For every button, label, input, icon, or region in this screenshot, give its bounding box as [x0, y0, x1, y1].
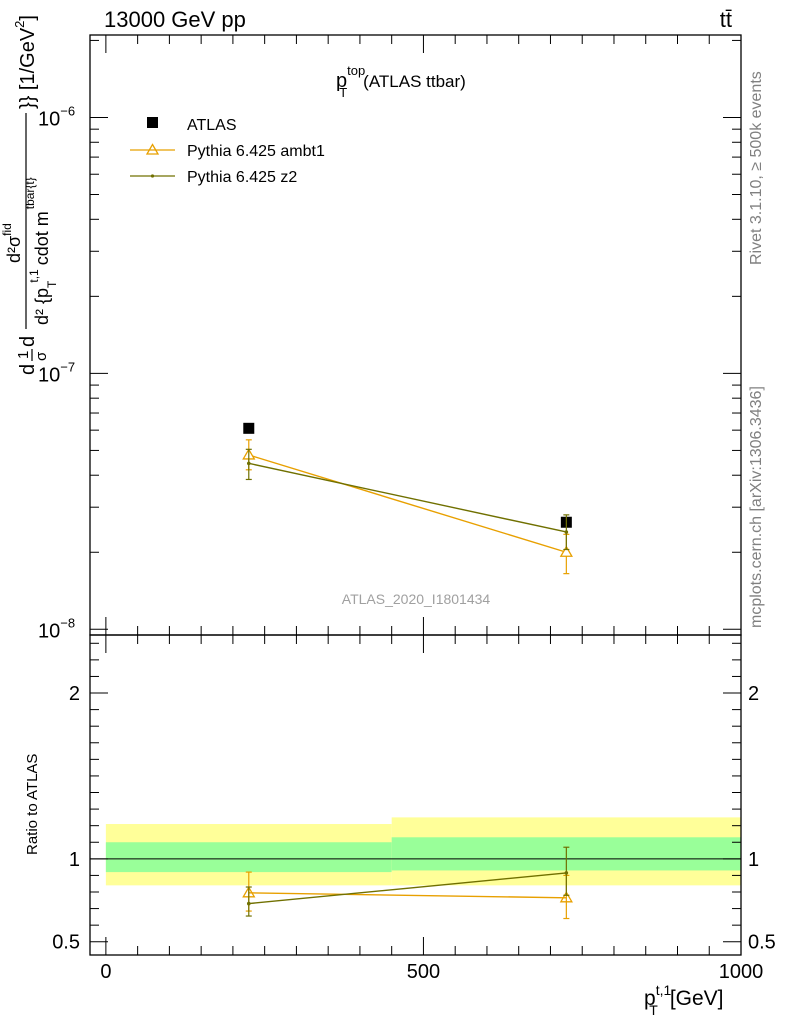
header-process-label: tt̄ — [720, 7, 732, 32]
ratio-series-line — [248, 872, 567, 905]
x-axis-label-sup: t,1 — [656, 982, 672, 998]
ratio-uncertainty-bands — [90, 817, 741, 886]
main-y-tick-label-exp: −8 — [60, 615, 75, 630]
ylabel-tail-main: }} [1/GeV — [17, 27, 39, 109]
ratio-y-tick-label-right: 1 — [748, 849, 759, 871]
main-y-tick-label-base: 10 — [38, 364, 60, 386]
ylabel-frac2-num-main: d²σ — [4, 236, 24, 263]
ylabel-frac2-den-main: d² {p — [32, 288, 52, 325]
x-tick-label: 0 — [100, 961, 111, 983]
x-axis-label-sub: T — [649, 1002, 658, 1018]
data-point-pythia-6425-ambt1 — [559, 545, 573, 557]
ratio-axis-ticks: 0.5 0.5 1 1 2 2 0 500 1000 — [52, 635, 776, 983]
x-tick-label: 1000 — [719, 961, 764, 983]
main-y-tick-label: 10−8 — [38, 615, 75, 642]
ylabel-tail: }} [1/GeV2] — [12, 15, 39, 109]
ylabel-d: d — [17, 364, 39, 375]
ylabel-d2: d — [17, 336, 39, 347]
ratio-point-pythia-6425-z2 — [246, 901, 251, 906]
legend: ATLAS Pythia 6.425 ambt1 Pythia 6.425 z2 — [130, 117, 325, 186]
plot-title-rest: (ATLAS ttbar) — [363, 72, 466, 91]
ratio-y-tick-label-left: 0.5 — [52, 932, 80, 954]
legend-label-z2: Pythia 6.425 z2 — [187, 169, 297, 186]
series-line-pythia-6.425-ambt1 — [248, 454, 567, 553]
legend-marker-atlas — [147, 117, 158, 128]
ylabel-frac1-den: σ — [33, 351, 50, 361]
main-panel: 10−810−710−6 ptop T(ATLAS ttbar) ATLAS_20… — [0, 15, 742, 642]
plot-title-superscript: top — [347, 63, 365, 78]
ratio-point-pythia-6425-z2 — [564, 871, 569, 875]
plot-title-subscript: T — [339, 85, 347, 100]
ylabel-frac2-num: d²σfid — [0, 223, 24, 263]
ratio-data-layer — [242, 846, 573, 920]
header-energy-label: 13000 GeV pp — [104, 7, 246, 32]
main-y-tick-label: 10−6 — [38, 103, 75, 130]
ylabel-frac2-den-rest: cdot m — [32, 211, 52, 265]
svg-text:d: d — [17, 364, 39, 375]
data-point-atlas — [243, 422, 255, 434]
data-point-pythia-6425-z2 — [564, 530, 569, 534]
x-axis-label: pt,1 T [GeV] — [644, 982, 724, 1018]
main-axis-ticks: 10−810−710−6 — [38, 35, 742, 642]
ylabel-frac2-den: d² {pTt,1 cdot m tbar{t} — [23, 177, 59, 325]
main-y-tick-label-exp: −6 — [60, 103, 75, 118]
ylabel-frac2-den-sub: T — [45, 280, 59, 288]
ylabel-tail-end: ] — [17, 15, 39, 21]
ratio-panel: 0.5 0.5 1 1 2 2 0 500 1000 Ratio to ATLAS pt,1 T [… — [24, 634, 776, 1018]
ylabel-tail-sup: 2 — [12, 21, 27, 28]
ylabel-frac2-den-sub2: tbar{t} — [23, 177, 37, 209]
main-y-tick-label-base: 10 — [38, 620, 60, 642]
ratio-series-line — [248, 892, 567, 899]
rivet-version-label: Rivet 3.1.10, ≥ 500k events — [748, 71, 765, 265]
main-data-layer — [242, 422, 573, 575]
ylabel-frac2-den-sup: t,1 — [27, 269, 41, 283]
plot-title-main: p — [336, 70, 347, 92]
ylabel-frac1-num: 1 — [15, 351, 32, 359]
x-axis-label-rest: [GeV] — [670, 987, 724, 1010]
analysis-watermark: ATLAS_2020_I1801434 — [342, 591, 491, 607]
legend-marker-z2 — [150, 174, 155, 178]
ratio-y-tick-label-right: 2 — [748, 683, 759, 705]
ratio-point-pythia-6425-ambt1 — [559, 891, 573, 903]
plot-title: ptop T (ATLAS ttbar) — [336, 63, 466, 100]
ratio-y-tick-label-right: 0.5 — [748, 932, 776, 954]
legend-label-ambt1: Pythia 6.425 ambt1 — [187, 143, 325, 160]
main-y-tick-label: 10−7 — [38, 359, 75, 386]
x-tick-label: 500 — [407, 961, 440, 983]
mcplots-reference-label: mcplots.cern.ch [arXiv:1306.3436] — [748, 386, 765, 628]
ratio-y-tick-label-left: 1 — [69, 849, 80, 871]
ratio-plot-frame — [89, 634, 742, 956]
ratio-y-tick-label-left: 2 — [69, 683, 80, 705]
legend-label-atlas: ATLAS — [187, 117, 237, 134]
data-point-pythia-6425-z2 — [246, 461, 251, 466]
main-y-axis-label: d 1 σ d d²σfid d² {pTt,1 cdot m tbar{t} }}… — [0, 15, 59, 375]
ylabel-frac2-num-sup: fid — [0, 223, 14, 236]
main-y-tick-label-exp: −7 — [60, 359, 75, 374]
legend-marker-ambt1 — [145, 143, 160, 155]
ratio-band-green — [105, 842, 392, 873]
x-axis-label-main: p — [644, 987, 656, 1010]
series-line-pythia-6.425-z2 — [248, 462, 567, 533]
ratio-y-axis-label: Ratio to ATLAS — [24, 754, 41, 855]
main-y-tick-label-base: 10 — [38, 108, 60, 130]
